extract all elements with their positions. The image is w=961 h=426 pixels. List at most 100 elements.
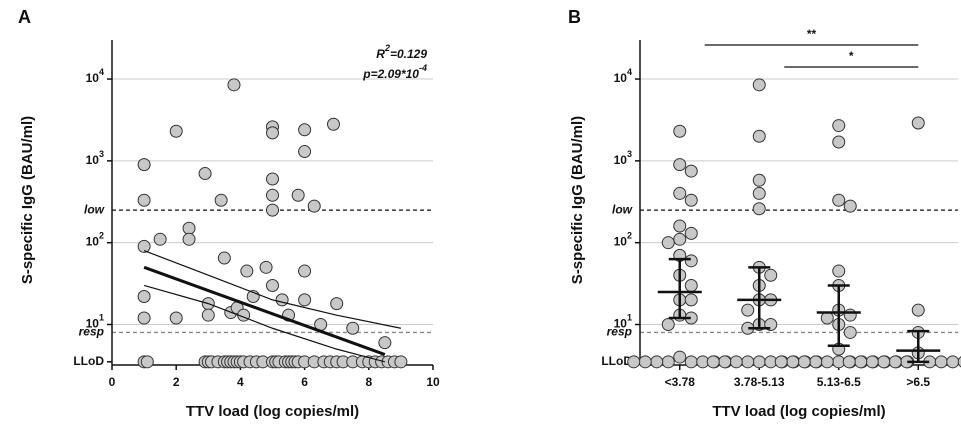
- data-point: [718, 355, 732, 369]
- y-tick-label: 101: [614, 313, 632, 331]
- x-tick-label: <3.78: [665, 375, 696, 389]
- data-point: [684, 226, 698, 240]
- tick-exponent: 4: [99, 67, 104, 77]
- y-tick-label: 104: [614, 67, 632, 85]
- data-point: [266, 203, 279, 217]
- data-point: [684, 164, 698, 178]
- annotation-part: -4: [419, 63, 427, 73]
- threshold-label: resp: [79, 325, 104, 339]
- data-point: [752, 202, 766, 216]
- confidence-band: [143, 284, 386, 363]
- x-tick-label: 4: [237, 375, 244, 389]
- data-point: [266, 172, 279, 186]
- tick-base: 10: [614, 153, 628, 167]
- data-point: [673, 124, 687, 138]
- data-point: [182, 232, 196, 246]
- data-point: [298, 123, 312, 137]
- x-tick-label: 8: [365, 375, 372, 389]
- x-tick-label: 5.13-6.5: [817, 375, 861, 389]
- data-point: [752, 173, 766, 187]
- data-point: [394, 355, 408, 369]
- annotation-part: 2: [384, 43, 390, 53]
- data-point: [661, 355, 675, 369]
- data-point: [832, 119, 846, 133]
- data-point: [214, 193, 228, 207]
- data-point: [820, 311, 834, 325]
- data-point: [752, 129, 766, 143]
- data-point: [153, 232, 167, 246]
- regression-line: [143, 265, 386, 356]
- annotation-part: p=2.09*10: [362, 67, 419, 81]
- threshold-label: resp: [607, 325, 632, 339]
- x-tick-label: >6.5: [906, 375, 930, 389]
- data-point: [752, 186, 766, 200]
- x-tick-label: 6: [301, 375, 308, 389]
- data-point: [741, 355, 755, 369]
- data-point: [291, 188, 305, 202]
- data-point: [934, 355, 948, 369]
- data-point: [627, 355, 641, 369]
- data-point: [832, 135, 846, 149]
- tick-base: 10: [614, 317, 628, 331]
- y-axis-label: S-specific IgG (BAU/ml): [569, 116, 586, 284]
- data-point: [774, 355, 788, 369]
- data-point: [201, 308, 215, 322]
- x-tick-label: 10: [426, 375, 440, 389]
- annotation-part: =0.129: [390, 47, 427, 61]
- data-point: [217, 251, 231, 265]
- data-point: [650, 355, 664, 369]
- y-tick-label: 101: [86, 313, 104, 331]
- data-point: [854, 355, 868, 369]
- tick-base: 10: [614, 71, 628, 85]
- tick-exponent: 1: [627, 313, 632, 323]
- data-point: [911, 303, 925, 317]
- y-axis-label: S-specific IgG (BAU/ml): [19, 116, 36, 284]
- data-point: [137, 239, 151, 253]
- annotation: p=2.09*10-4: [362, 63, 427, 81]
- threshold-label: low: [84, 202, 105, 216]
- y-tick-label: 103: [86, 149, 104, 167]
- data-point: [684, 193, 698, 207]
- x-axis-label: TTV load (log copies/ml): [712, 403, 885, 420]
- panel-label: A: [18, 7, 31, 27]
- data-point: [764, 268, 778, 282]
- data-point: [137, 289, 151, 303]
- significance-label: **: [807, 27, 817, 41]
- data-point: [786, 355, 800, 369]
- data-point: [752, 355, 766, 369]
- tick-base: 10: [86, 235, 100, 249]
- data-point: [673, 158, 687, 172]
- tick-exponent: 2: [99, 231, 104, 241]
- panel-label: B: [568, 7, 581, 27]
- data-point: [266, 188, 279, 202]
- data-point: [307, 199, 321, 213]
- data-point: [169, 311, 183, 325]
- data-point: [957, 356, 961, 368]
- data-point: [298, 145, 312, 159]
- data-point: [673, 186, 687, 200]
- data-point: [346, 321, 360, 335]
- data-point: [752, 78, 766, 92]
- y-tick-label: LLoD: [601, 354, 632, 368]
- confidence-band: [143, 250, 402, 329]
- data-point: [741, 303, 755, 317]
- data-point: [266, 278, 279, 292]
- data-point: [809, 355, 823, 369]
- data-point: [169, 124, 183, 138]
- y-tick-label: 102: [86, 231, 104, 249]
- x-tick-label: 0: [109, 375, 116, 389]
- data-point: [684, 293, 698, 307]
- data-point: [266, 126, 279, 140]
- tick-base: 10: [86, 71, 100, 85]
- data-point: [911, 116, 925, 130]
- y-tick-label: 102: [614, 231, 632, 249]
- tick-exponent: 3: [99, 149, 104, 159]
- data-point: [140, 355, 154, 369]
- data-point: [137, 193, 151, 207]
- data-point: [137, 311, 151, 325]
- data-point: [182, 221, 196, 235]
- data-point: [298, 264, 312, 278]
- data-point: [946, 355, 960, 369]
- threshold-label: low: [612, 202, 633, 216]
